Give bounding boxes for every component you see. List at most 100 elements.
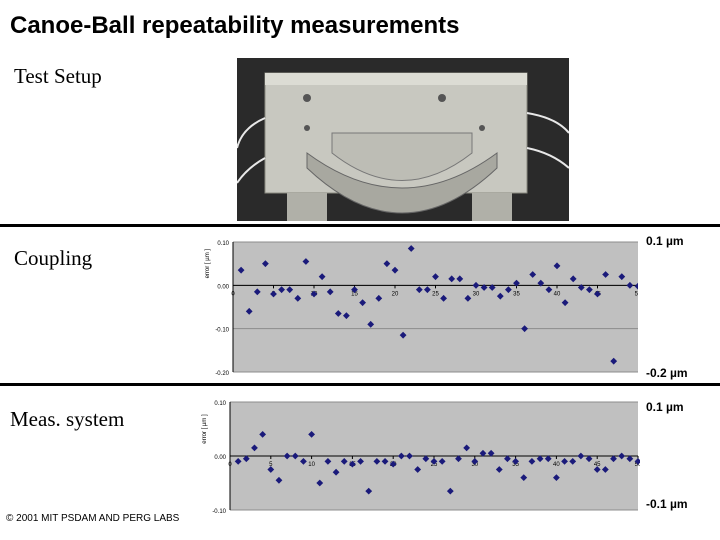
coupling-data-point <box>464 294 472 302</box>
meas-x-tick-label: 45 <box>594 462 601 468</box>
coupling-data-point <box>521 325 528 333</box>
meas-system-label: Meas. system <box>10 407 125 431</box>
meas-system-error-chart: 0.100.00-0.1005101520253035404550error [… <box>202 401 640 515</box>
meas-scale-bottom: -0.1 µm <box>646 497 688 511</box>
sensor-cable <box>237 117 266 149</box>
meas-data-point <box>381 458 389 465</box>
fixture-bolt <box>438 94 446 102</box>
meas-data-point <box>324 458 332 465</box>
coupling-x-tick-label: 25 <box>432 291 439 297</box>
coupling-x-tick-label: 20 <box>392 291 399 297</box>
coupling-y-axis-label: error [ µm ] <box>205 249 211 279</box>
meas-x-tick-label: 25 <box>431 462 438 468</box>
meas-data-point <box>544 455 552 463</box>
meas-x-tick-label: 10 <box>308 462 315 468</box>
meas-data-point <box>553 474 560 481</box>
coupling-data-point <box>407 245 415 252</box>
meas-data-point <box>406 452 413 460</box>
coupling-data-point <box>440 294 447 302</box>
fixture-top-plate <box>265 73 527 85</box>
meas-data-point <box>512 458 519 465</box>
fixture-bolt <box>303 94 311 102</box>
meas-data-point <box>463 444 471 452</box>
fixture-foot <box>287 193 327 221</box>
meas-data-point <box>365 487 373 495</box>
meas-data-point <box>430 458 438 465</box>
coupling-data-point <box>545 286 553 294</box>
coupling-data-point <box>586 286 593 294</box>
coupling-y-tick-label: 0.10 <box>217 241 229 247</box>
meas-x-tick-label: 0 <box>228 462 232 468</box>
coupling-data-point <box>456 275 464 283</box>
coupling-x-tick-label: 50 <box>635 291 638 297</box>
meas-x-tick-label: 40 <box>553 462 560 468</box>
meas-data-point <box>504 455 511 463</box>
meas-data-point <box>577 452 585 460</box>
meas-data-point <box>479 449 487 457</box>
meas-y-tick-label: -0.10 <box>212 509 226 515</box>
coupling-x-tick-label: 15 <box>351 291 358 297</box>
meas-data-point <box>397 452 405 460</box>
coupling-data-point <box>343 312 350 320</box>
coupling-error-chart: 0.100.00-0.10-0.2005101520253035404550er… <box>205 241 638 377</box>
copyright-notice: © 2001 MIT PSDAM AND PERG LABS <box>6 513 180 524</box>
coupling-data-point <box>391 266 399 274</box>
meas-data-point <box>471 458 479 465</box>
coupling-data-point <box>610 357 618 365</box>
coupling-data-point <box>237 266 245 274</box>
meas-data-point <box>242 455 250 463</box>
coupling-scale-top: 0.1 µm <box>646 234 684 248</box>
meas-data-point <box>626 455 634 463</box>
coupling-label: Coupling <box>14 246 93 270</box>
meas-data-point <box>422 455 430 463</box>
meas-data-point <box>455 455 462 463</box>
test-setup-photo <box>237 58 569 221</box>
meas-x-tick-label: 35 <box>512 462 519 468</box>
coupling-scale-bottom: -0.2 µm <box>646 366 688 380</box>
meas-data-point <box>349 460 356 468</box>
coupling-data-point <box>496 292 504 300</box>
meas-data-point <box>234 458 242 465</box>
coupling-data-point <box>472 281 480 289</box>
coupling-data-point <box>537 279 545 287</box>
coupling-y-tick-label: -0.20 <box>215 371 229 377</box>
coupling-data-point <box>505 286 512 294</box>
meas-data-point <box>634 458 640 465</box>
coupling-x-tick-label: 30 <box>473 291 480 297</box>
coupling-data-point <box>618 273 626 281</box>
coupling-data-point <box>245 307 253 315</box>
coupling-data-point <box>359 299 366 307</box>
coupling-data-point <box>415 286 423 294</box>
meas-data-point <box>373 458 381 465</box>
coupling-data-point <box>602 271 609 278</box>
coupling-data-point <box>569 275 577 283</box>
meas-data-point <box>446 487 454 495</box>
meas-data-point <box>251 444 258 452</box>
meas-data-point <box>414 466 422 473</box>
meas-data-point <box>536 455 544 463</box>
fixture-foot <box>472 193 512 221</box>
meas-data-point <box>389 460 397 468</box>
meas-x-tick-label: 50 <box>635 462 640 468</box>
meas-data-point <box>520 474 528 481</box>
coupling-y-tick-label: 0.00 <box>217 284 229 290</box>
meas-y-axis-label: error [ µm ] <box>202 414 208 444</box>
coupling-plot-area <box>233 242 638 372</box>
coupling-data-point <box>424 286 431 294</box>
meas-data-point <box>438 458 446 465</box>
coupling-data-point <box>448 275 456 283</box>
sensor-cable <box>526 112 569 134</box>
coupling-data-point <box>262 260 269 268</box>
coupling-x-tick-label: 40 <box>554 291 561 297</box>
coupling-data-point <box>351 286 358 294</box>
fixture-bolt <box>304 125 310 131</box>
meas-data-point <box>569 458 577 465</box>
coupling-data-point <box>253 288 261 296</box>
meas-data-point <box>610 455 617 463</box>
sensor-cable <box>526 147 569 169</box>
coupling-data-point <box>594 290 601 298</box>
meas-data-point <box>291 452 299 460</box>
coupling-data-point <box>626 281 634 289</box>
meas-y-tick-label: 0.00 <box>214 455 226 461</box>
coupling-x-tick-label: 35 <box>513 291 520 297</box>
